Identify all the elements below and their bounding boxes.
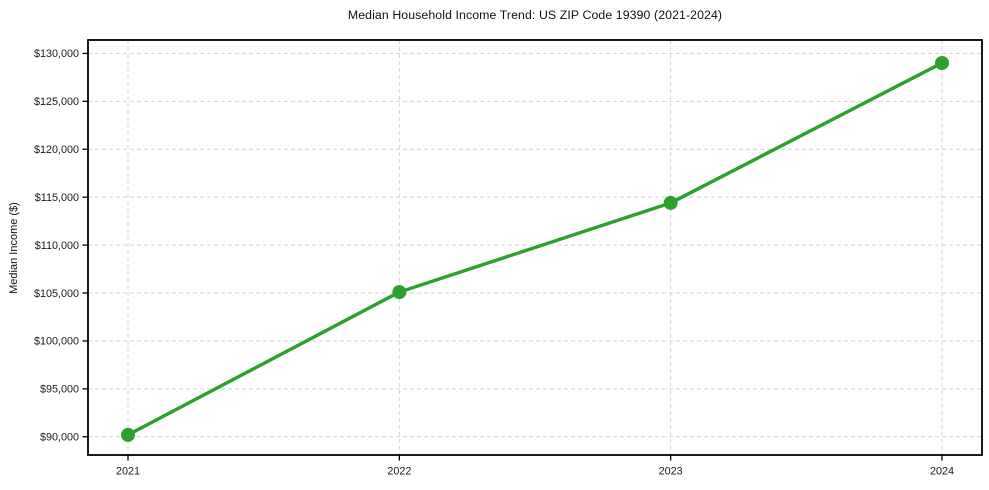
x-tick-label: 2022 [387,466,411,478]
chart-title: Median Household Income Trend: US ZIP Co… [347,8,723,22]
trend-line [126,61,944,437]
y-tick-label: $125,000 [34,96,79,108]
data-point-2022 [392,285,407,300]
y-tick-label: $100,000 [34,336,79,348]
data-point-2021 [121,427,135,442]
y-tick-label: $115,000 [35,192,79,204]
x-tick-label: 2024 [930,466,954,478]
x-tick-label: 2023 [659,466,683,478]
y-tick-label: $110,000 [35,240,79,252]
plot-area-border [87,39,983,456]
x-tick-label: 2021 [116,466,140,478]
data-point-2024 [935,56,949,71]
y-tick-label: $105,000 [34,288,79,300]
y-tick-label: $95,000 [40,384,79,396]
data-point-2023 [663,195,678,210]
y-tick-label: $90,000 [40,432,79,444]
y-tick-label: $130,000 [34,48,79,60]
y-tick-label: $120,000 [34,144,79,156]
